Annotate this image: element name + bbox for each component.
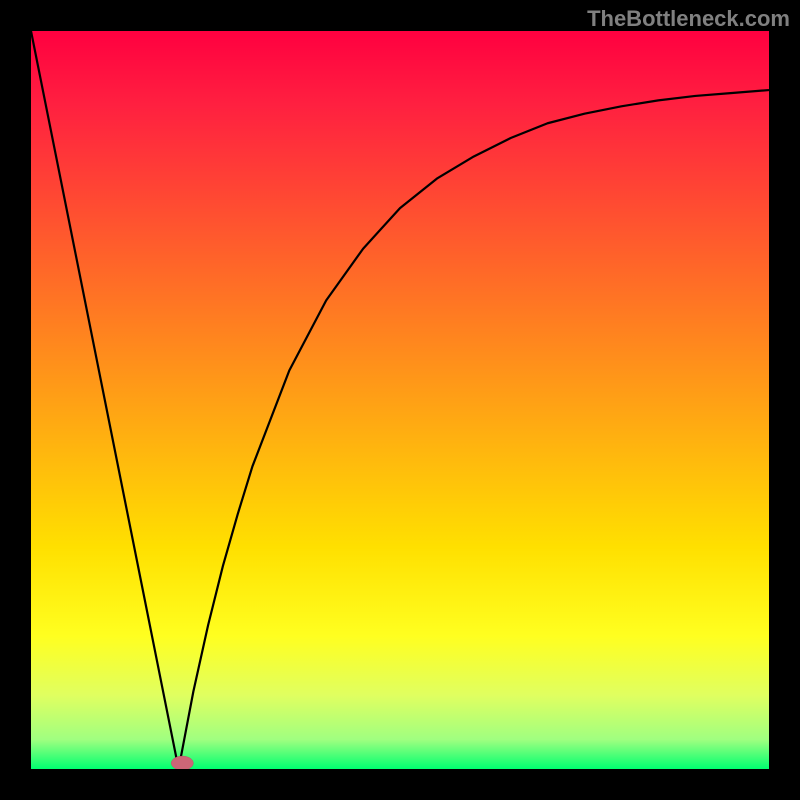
plot-area — [31, 31, 769, 769]
watermark-text: TheBottleneck.com — [587, 6, 790, 32]
minimum-marker — [171, 756, 193, 769]
plot-svg — [31, 31, 769, 769]
gradient-background — [31, 31, 769, 769]
